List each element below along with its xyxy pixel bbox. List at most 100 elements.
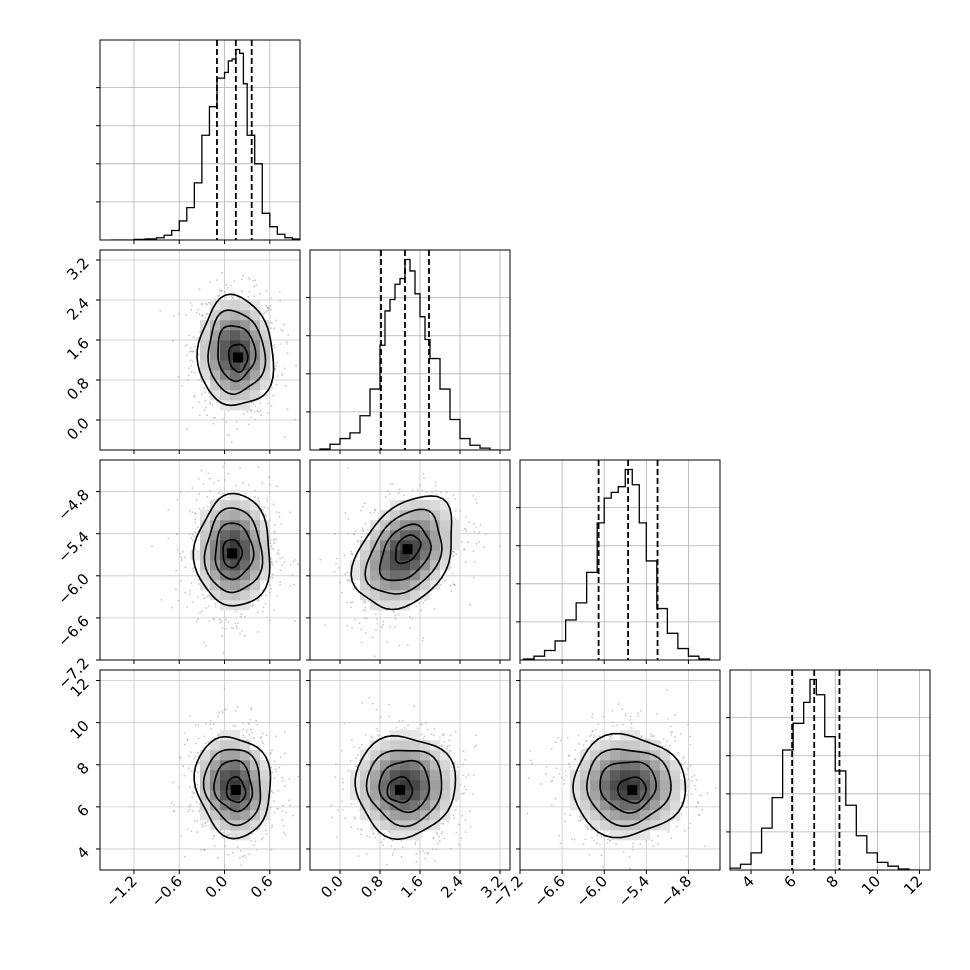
contour-level-0	[227, 343, 249, 373]
density-cell	[660, 810, 671, 821]
scatter-point	[421, 489, 424, 492]
scatter-point	[273, 539, 275, 542]
scatter-point	[426, 728, 429, 731]
density-cell	[590, 790, 601, 801]
scatter-point	[225, 296, 228, 299]
scatter-point	[188, 808, 191, 811]
scatter-point	[449, 847, 452, 850]
scatter-point	[213, 457, 215, 459]
scatter-point	[250, 707, 253, 709]
density-cell	[210, 350, 221, 361]
density-cell	[430, 770, 441, 781]
density-cell	[230, 380, 241, 391]
scatter-point	[281, 804, 284, 807]
density-cell	[590, 780, 601, 791]
density-cell	[630, 770, 641, 781]
density-cell	[240, 770, 251, 781]
scatter-point	[260, 736, 262, 739]
density-cell	[250, 590, 261, 601]
scatter-point	[247, 722, 250, 725]
scatter-point	[217, 295, 220, 297]
density-cell	[430, 530, 441, 541]
y-tick-label: 0.0	[63, 414, 93, 444]
density-cell	[210, 770, 221, 781]
scatter-point	[204, 391, 206, 394]
scatter-point	[337, 809, 340, 812]
scatter-point	[270, 309, 273, 311]
density-cell	[220, 510, 231, 521]
scatter-point	[189, 359, 192, 362]
scatter-point	[440, 491, 442, 494]
density-cell	[400, 500, 411, 511]
scatter-point	[544, 772, 547, 775]
scatter-point	[205, 313, 208, 315]
scatter-point	[288, 880, 290, 882]
scatter-point	[415, 440, 417, 442]
scatter-point	[200, 848, 203, 851]
density-cell	[230, 520, 241, 531]
density-cell	[230, 810, 241, 821]
scatter-point	[531, 762, 533, 765]
x-tick-label: 2.4	[437, 872, 467, 902]
scatter-point	[420, 733, 423, 736]
density-cell	[370, 570, 381, 581]
scatter-point	[234, 709, 237, 712]
density-cell	[220, 560, 231, 571]
scatter-point	[444, 580, 446, 582]
scatter-point	[278, 553, 280, 555]
density-cell	[210, 530, 221, 541]
scatter-point	[689, 765, 692, 767]
scatter-point	[268, 584, 271, 587]
scatter-point	[628, 856, 631, 858]
scatter-point	[271, 386, 273, 389]
axes-frame	[309, 459, 511, 661]
scatter-point	[592, 736, 595, 739]
scatter-point	[390, 845, 393, 848]
scatter-point	[452, 550, 455, 553]
density-cell	[200, 330, 211, 341]
scatter-point	[394, 618, 397, 620]
scatter-point	[268, 483, 271, 486]
scatter-point	[283, 436, 286, 438]
y-tick-label: 3.2	[63, 254, 93, 284]
scatter-point	[674, 714, 677, 717]
scatter-point	[202, 483, 205, 485]
density-cell	[410, 530, 421, 541]
scatter-point	[367, 600, 370, 602]
scatter-point	[651, 735, 653, 737]
scatter-point	[438, 736, 441, 739]
density-cell	[200, 750, 211, 761]
density-cell	[220, 530, 231, 541]
scatter-point	[271, 547, 273, 550]
scatter-point	[217, 856, 220, 859]
scatter-point	[686, 794, 689, 796]
scatter-point	[600, 854, 603, 857]
density-cell	[430, 520, 441, 531]
scatter-point	[330, 816, 333, 819]
density-cell	[260, 570, 271, 581]
scatter-point	[258, 410, 261, 413]
scatter-point	[473, 522, 475, 525]
scatter-point	[261, 732, 264, 735]
scatter-point	[207, 594, 210, 597]
scatter-point	[236, 846, 239, 849]
scatter-point	[265, 734, 268, 737]
x-tick-label: −4.8	[657, 872, 695, 910]
scatter-point	[701, 808, 703, 811]
density-cell	[240, 300, 251, 311]
density-cell	[230, 500, 241, 511]
scatter-point	[454, 510, 457, 512]
scatter-point	[203, 387, 205, 389]
density-cell	[370, 780, 381, 791]
scatter-point	[200, 469, 203, 472]
scatter-point	[240, 615, 243, 618]
density-cell	[220, 820, 231, 831]
scatter-point	[184, 345, 187, 347]
scatter-point	[281, 372, 283, 375]
density-cell	[440, 800, 451, 811]
scatter-point	[239, 856, 241, 859]
scatter-point	[666, 688, 668, 691]
scatter-point	[204, 821, 207, 824]
density-cell	[430, 510, 441, 521]
scatter-point	[252, 401, 255, 403]
